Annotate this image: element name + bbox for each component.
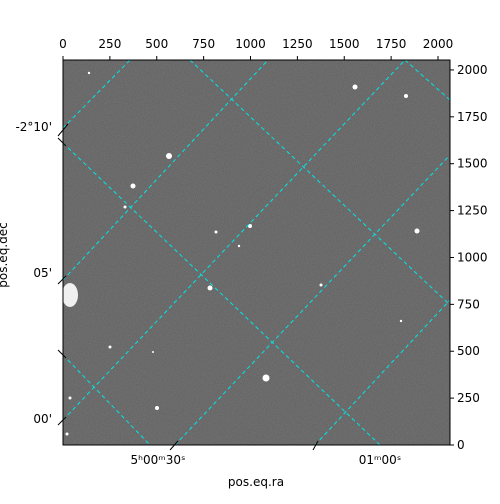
x-tick-label: 500 [145, 37, 168, 51]
y-tick-label: 1500 [457, 157, 488, 171]
dec-tick-label: 05' [33, 266, 52, 280]
x-tick-label: 250 [98, 37, 121, 51]
ra-tick-label: 5ʰ00ᵐ30ˢ [131, 453, 186, 467]
dec-tick-label: 00' [33, 412, 52, 426]
y-tick-label: 500 [457, 344, 480, 358]
x-tick-label: 2000 [423, 37, 454, 51]
coordinate-grid [63, 60, 450, 445]
x-tick-label: 0 [59, 37, 67, 51]
y-tick-label: 250 [457, 391, 480, 405]
x-tick-label: 1000 [235, 37, 266, 51]
x-tick-label: 1500 [329, 37, 360, 51]
y-axis-label: pos.eq.dec [0, 222, 10, 287]
image [63, 60, 450, 445]
y-tick-label: 1000 [457, 250, 488, 264]
y-tick-label: 750 [457, 297, 480, 311]
wcs-tick-marks [57, 123, 319, 451]
dec-tick-label: -2°10' [15, 120, 52, 134]
stars [63, 71, 420, 436]
y-tick-label: 0 [457, 438, 465, 452]
y-tick-label: 1250 [457, 204, 488, 218]
axes-frame [62, 59, 451, 446]
x-axis-label: pos.eq.ra [228, 475, 284, 489]
x-tick-label: 1750 [376, 37, 407, 51]
image-noise [63, 60, 450, 445]
y-tick-label: 1750 [457, 110, 488, 124]
ra-tick-label: 01ᵐ00ˢ [359, 453, 402, 467]
x-tick-label: 750 [192, 37, 215, 51]
y-tick-label: 2000 [457, 63, 488, 77]
x-tick-label: 1250 [282, 37, 313, 51]
